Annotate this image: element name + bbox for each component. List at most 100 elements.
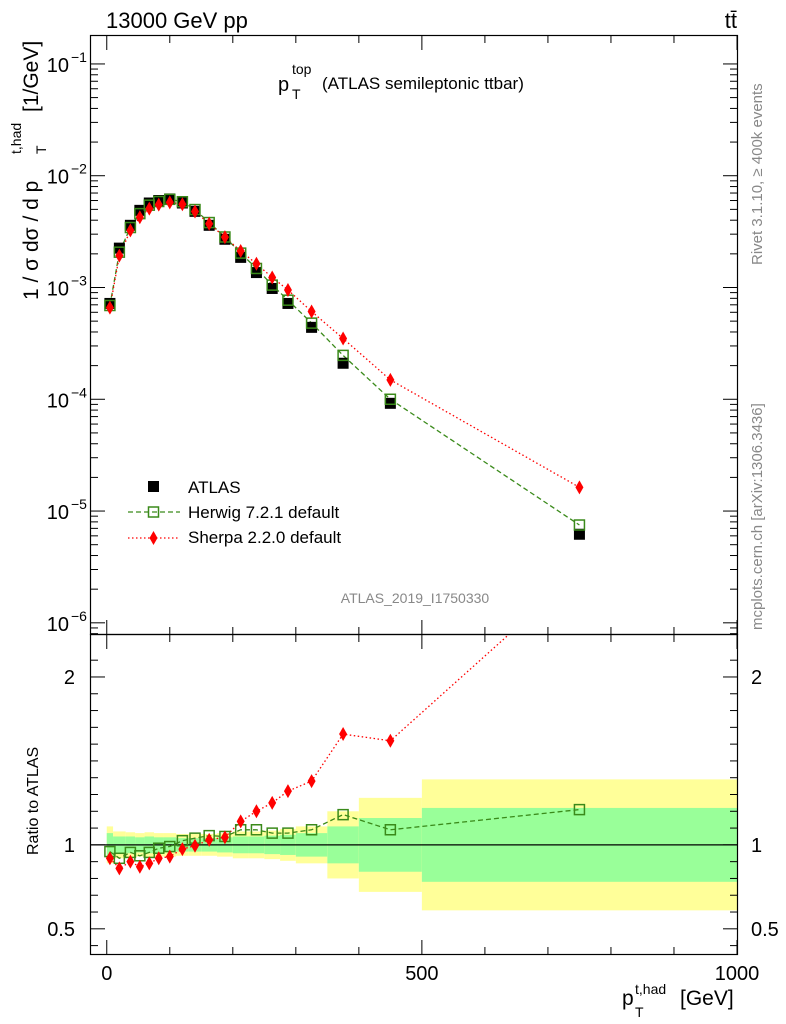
- sherpa-point: [178, 197, 187, 212]
- ylabel-sub: T: [33, 145, 49, 154]
- legend-label-herwig: Herwig 7.2.1 default: [188, 503, 339, 522]
- sherpa-point: [126, 223, 135, 238]
- legend-label-atlas: ATLAS: [188, 478, 241, 497]
- y-tick-label: 10: [47, 167, 69, 189]
- side-text-mcplots: mcplots.cern.ch [arXiv:1306.3436]: [749, 403, 766, 630]
- herwig-point: [573, 519, 586, 531]
- y-tick-label: 10: [47, 502, 69, 524]
- herwig-ratio-point: [250, 824, 263, 836]
- sherpa-line: [109, 201, 580, 488]
- y-tick-label-exponent: −4: [71, 384, 87, 400]
- svg-text:1 / σ dσ / d p: 1 / σ dσ / d p: [20, 181, 43, 300]
- legend-marker-herwig: [147, 506, 160, 518]
- sherpa-ratio-point: [268, 795, 277, 810]
- ratio-uncertainty-bands: [91, 779, 737, 911]
- svg-text:(ATLAS semileptonic ttbar): (ATLAS semileptonic ttbar): [322, 74, 524, 93]
- side-text-rivet: Rivet 3.1.10, ≥ 400k events: [749, 83, 766, 265]
- sherpa-point: [268, 270, 277, 285]
- sherpa-point: [575, 480, 584, 495]
- sherpa-ratio-point: [575, 564, 583, 578]
- sherpa-point: [205, 216, 214, 231]
- svg-text:T: T: [635, 1004, 644, 1020]
- xlabel-suffix: [GeV]: [680, 987, 734, 1010]
- sherpa-ratio-point: [339, 727, 348, 742]
- sherpa-ratio-point: [307, 774, 316, 789]
- sherpa-point: [252, 256, 261, 271]
- sherpa-point: [165, 195, 174, 210]
- y-tick-label: 10: [47, 278, 69, 300]
- atlas-point: [337, 357, 349, 369]
- xlabel-sup: t,had: [635, 981, 666, 997]
- y-tick-label-exponent: −3: [71, 272, 87, 288]
- atlas-point: [306, 321, 318, 333]
- sherpa-ratio-point: [236, 814, 245, 829]
- sherpa-ratio-point: [205, 832, 214, 847]
- xlabel-main: p: [622, 987, 634, 1010]
- atlas-point: [282, 297, 294, 309]
- sherpa-ratio-point: [220, 830, 229, 845]
- sherpa-point: [220, 230, 229, 245]
- sherpa-point: [307, 304, 316, 319]
- atlas-point: [384, 397, 396, 409]
- ratio-series-group: [104, 564, 586, 876]
- svg-text:t,had: t,had: [635, 981, 666, 997]
- sherpa-ratio-point: [154, 851, 163, 866]
- sherpa-ratio-point: [115, 861, 124, 876]
- legend-marker-sherpa: [149, 531, 158, 545]
- svg-text:t,had: t,had: [8, 123, 24, 154]
- ratio-y-tick-label-right: 1: [751, 835, 762, 857]
- sherpa-point: [154, 197, 163, 212]
- ratio-y-tick-label: 1: [64, 835, 75, 857]
- herwig-ratio-point: [266, 827, 278, 839]
- y-axis-label: 1 / σ dσ / d p t,had T [1/GeV]: [8, 41, 49, 300]
- svg-text:p: p: [622, 987, 634, 1010]
- herwig-ratio-point: [305, 824, 318, 836]
- sherpa-point: [115, 248, 124, 263]
- svg-text:top: top: [292, 61, 312, 77]
- sherpa-ratio-point: [145, 856, 154, 871]
- sherpa-point: [105, 300, 114, 315]
- ratio-plot-frame: [89, 633, 739, 956]
- sherpa-point: [236, 244, 245, 259]
- ratio-y-label: Ratio to ATLAS: [25, 747, 42, 855]
- title-sub: T: [292, 86, 301, 102]
- y-tick-label: 10: [47, 614, 69, 636]
- ratio-y-tick-label-right: 2: [751, 667, 762, 689]
- legend: ATLAS Herwig 7.2.1 default Sherpa 2.2.0 …: [128, 478, 341, 547]
- title-rest: (ATLAS semileptonic ttbar): [322, 74, 524, 93]
- y-tick-label: 10: [47, 55, 69, 77]
- sherpa-point: [145, 201, 154, 216]
- legend-label-sherpa: Sherpa 2.2.0 default: [188, 528, 341, 547]
- sherpa-ratio-point: [165, 849, 174, 864]
- y-tick-label-exponent: −2: [71, 161, 87, 177]
- herwig-ratio-point: [282, 827, 294, 839]
- y-tick-label-exponent: −1: [71, 49, 87, 65]
- x-tick-label: 0: [101, 963, 112, 985]
- atlas-point: [113, 242, 125, 254]
- sherpa-ratio-point: [386, 733, 395, 748]
- x-tick-label: 500: [405, 963, 438, 985]
- sherpa-point: [339, 331, 348, 346]
- herwig-ratio-point: [384, 824, 397, 836]
- svg-text:T: T: [292, 86, 301, 102]
- ratio-y-tick-label-right: 0.5: [751, 919, 779, 941]
- y-tick-label-exponent: −5: [71, 496, 87, 512]
- ylabel-sup: t,had: [8, 123, 24, 154]
- svg-text:[GeV]: [GeV]: [680, 987, 734, 1010]
- svg-text:[1/GeV]: [1/GeV]: [20, 41, 43, 112]
- sherpa-point: [190, 204, 199, 219]
- svg-text:p: p: [278, 74, 289, 96]
- series-layer: [104, 193, 586, 876]
- process-label: tt̄: [725, 8, 737, 33]
- ylabel-prefix: 1 / σ dσ / d p: [20, 181, 43, 300]
- sherpa-ratio-point: [190, 838, 199, 853]
- sherpa-ratio-point: [135, 859, 144, 874]
- sherpa-ratio-point: [105, 851, 114, 866]
- y-tick-label-exponent: −6: [71, 608, 87, 624]
- title-main: p: [278, 74, 289, 96]
- herwig-point: [337, 349, 349, 362]
- sherpa-ratio-point: [126, 854, 135, 869]
- sherpa-point: [283, 282, 292, 297]
- x-axis-label: p t,had T [GeV]: [622, 981, 734, 1020]
- atlas-point: [266, 282, 278, 294]
